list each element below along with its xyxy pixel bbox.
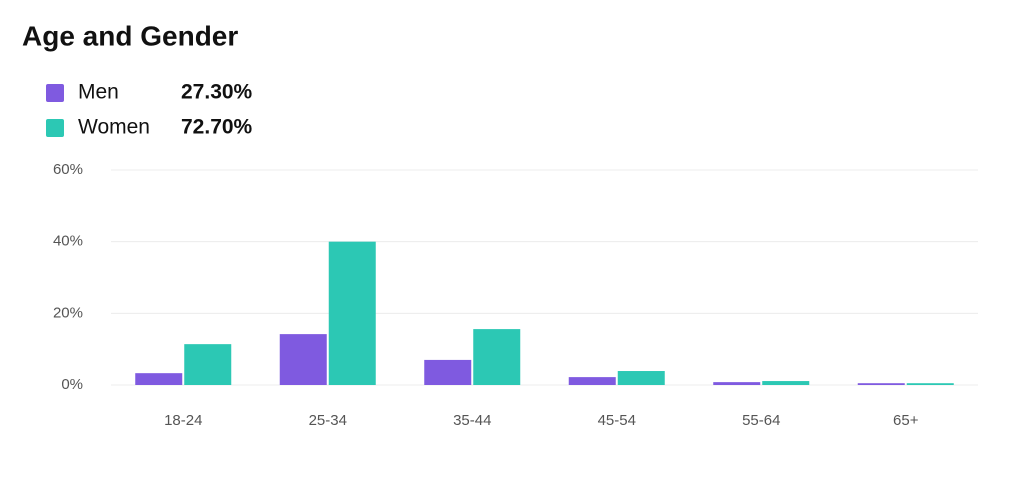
chart-title: Age and Gender	[22, 20, 238, 51]
x-tick-label: 65+	[893, 412, 919, 429]
bar	[617, 371, 665, 385]
bar	[568, 377, 616, 385]
bar	[473, 329, 521, 385]
legend-name: Men	[78, 81, 119, 104]
bar	[424, 359, 472, 385]
bar	[135, 373, 183, 385]
y-tick-label: 0%	[61, 376, 83, 393]
x-tick-label: 45-54	[598, 412, 636, 429]
bar	[184, 344, 232, 385]
legend-share: 27.30%	[181, 81, 253, 104]
bar	[279, 334, 327, 385]
legend-name: Women	[78, 116, 150, 139]
x-tick-label: 35-44	[453, 412, 491, 429]
bar	[713, 382, 761, 385]
y-tick-label: 60%	[53, 161, 83, 178]
y-tick-label: 20%	[53, 304, 83, 321]
bar	[762, 381, 810, 385]
y-tick-label: 40%	[53, 233, 83, 250]
legend-share: 72.70%	[181, 116, 253, 139]
x-tick-label: 18-24	[164, 412, 202, 429]
legend-swatch	[46, 119, 64, 137]
bar	[906, 383, 954, 385]
bar	[328, 241, 376, 385]
x-tick-label: 55-64	[742, 412, 780, 429]
bar	[857, 383, 905, 385]
legend-swatch	[46, 84, 64, 102]
x-tick-label: 25-34	[309, 412, 347, 429]
